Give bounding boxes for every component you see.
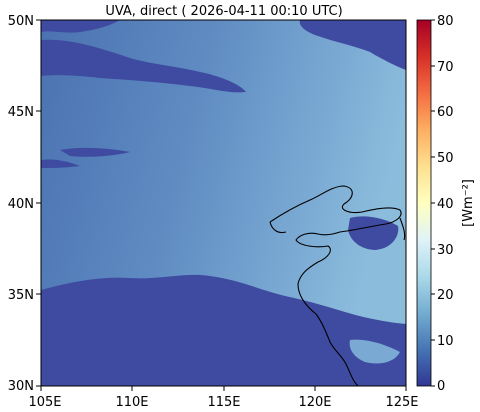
- cloud-band-north: [41, 39, 246, 93]
- colorbar-tick-label: 40: [437, 197, 454, 212]
- lon-tick-label: 110E: [115, 395, 148, 410]
- colorbar: 80 70 60 50 40 30 20 10 0 [Wm⁻²]: [416, 14, 476, 394]
- longitude-axis: 105E 110E 115E 120E 125E: [28, 386, 419, 410]
- lon-tick-label: 105E: [28, 395, 61, 410]
- cloud-streak-3: [348, 216, 399, 250]
- lat-tick-label: 30N: [8, 379, 34, 394]
- colorbar-tick-label: 30: [437, 243, 454, 258]
- lat-tick-label: 35N: [8, 288, 34, 303]
- lon-tick-label: 115E: [207, 395, 240, 410]
- map-title: UVA, direct ( 2026-04-11 00:10 UTC): [105, 4, 342, 19]
- cloud-gap-southeast: [349, 339, 400, 364]
- cloud-patch-northeast: [299, 20, 406, 70]
- lat-tick-label: 50N: [8, 14, 34, 29]
- cloud-lobe-south-center: [200, 298, 260, 311]
- colorbar-tick-label: 10: [437, 334, 454, 349]
- colorbar-tick-label: 20: [437, 288, 454, 303]
- colorbar-gradient: [416, 19, 432, 387]
- lon-tick-label: 120E: [298, 395, 331, 410]
- colorbar-tick-label: 60: [437, 105, 454, 120]
- cloud-patch-northwest: [41, 20, 120, 33]
- coastline: [269, 185, 406, 386]
- colorbar-tick-label: 0: [437, 379, 445, 394]
- colorbar-tick-label: 50: [437, 151, 454, 166]
- lon-tick-label: 125E: [385, 395, 418, 410]
- cloud-mass-south: [41, 274, 406, 386]
- lat-tick-label: 40N: [8, 197, 34, 212]
- lat-tick-label: 45N: [8, 105, 34, 120]
- colorbar-label: [Wm⁻²]: [461, 179, 476, 227]
- colorbar-tick-label: 80: [437, 14, 454, 29]
- latitude-axis: 50N 45N 40N 35N 30N: [8, 14, 41, 394]
- colorbar-tick-label: 70: [437, 60, 454, 75]
- cloud-streak-1: [60, 147, 130, 157]
- cloud-streak-2: [41, 159, 80, 168]
- map-area: [41, 20, 406, 386]
